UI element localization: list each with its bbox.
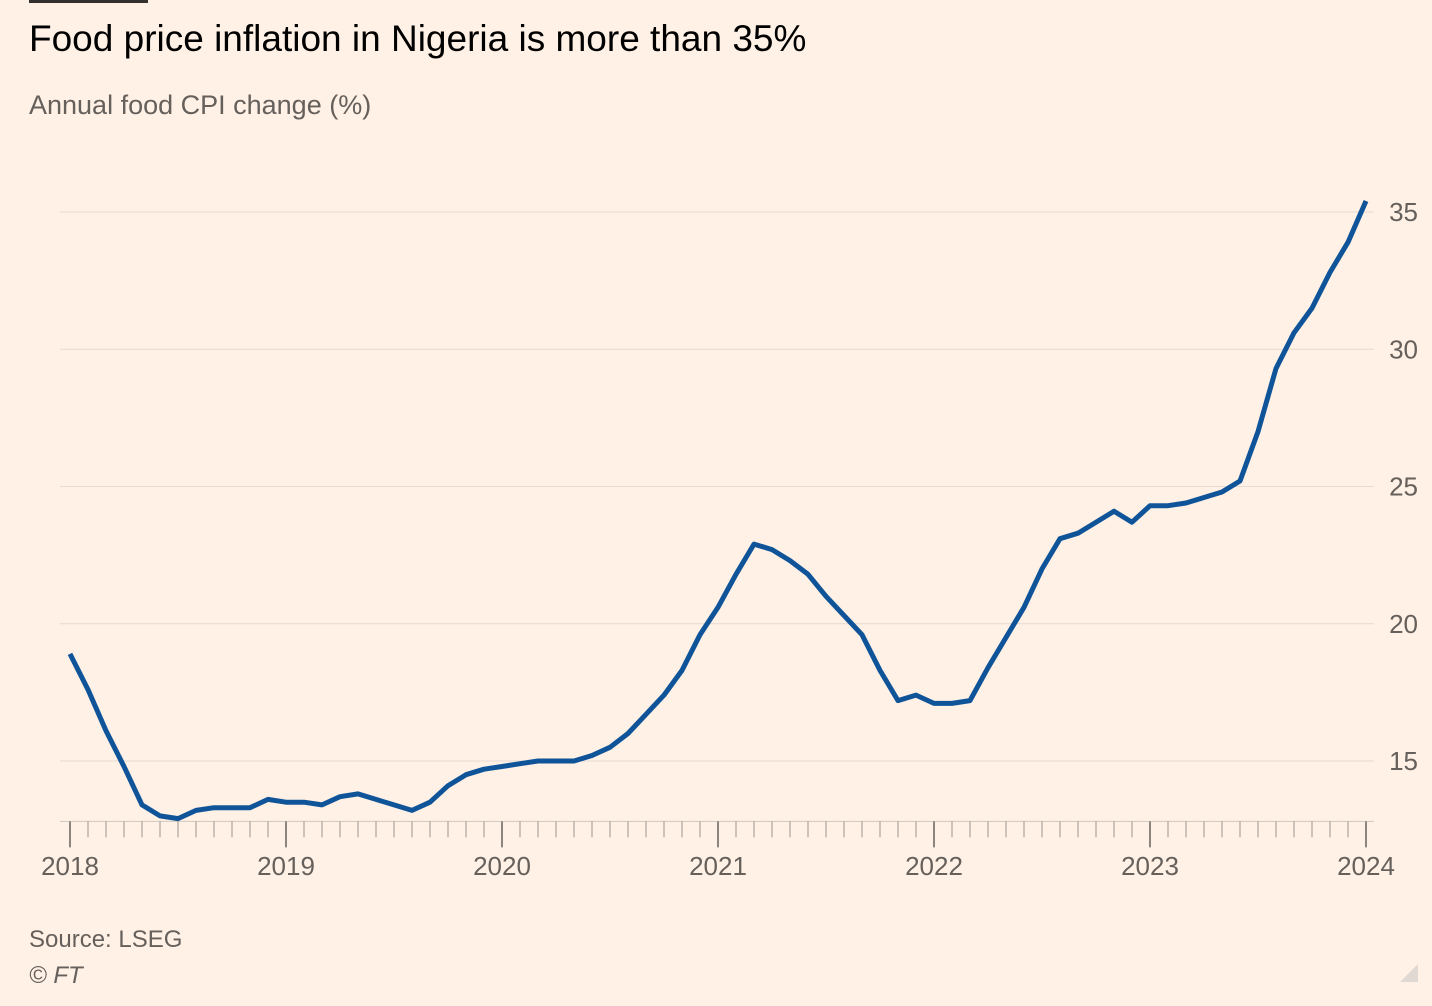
x-tick-label: 2019 (257, 851, 315, 881)
x-tick-label: 2024 (1337, 851, 1395, 881)
y-tick-label: 30 (1389, 334, 1418, 364)
top-rule (29, 0, 148, 3)
x-tick-label: 2020 (473, 851, 531, 881)
source-note: Source: LSEG (29, 926, 183, 953)
x-axis-labels: 2018 2019 2020 2021 2022 2023 2024 (41, 851, 1395, 881)
series-layer (67, 199, 1369, 822)
resize-handle-icon[interactable] (1400, 964, 1418, 982)
x-tick-label: 2021 (689, 851, 747, 881)
x-tick-label: 2023 (1121, 851, 1179, 881)
y-axis-labels: 15 20 25 30 35 (1389, 197, 1418, 776)
gridlines (60, 211, 1374, 762)
x-tick-label: 2022 (905, 851, 963, 881)
y-tick-label: 25 (1389, 472, 1418, 502)
chart-title: Food price inflation in Nigeria is more … (29, 18, 807, 59)
copyright-note: © FT (29, 962, 83, 989)
chart-subtitle: Annual food CPI change (%) (29, 90, 372, 120)
series-line (67, 199, 1369, 822)
x-axis (60, 820, 1374, 848)
y-tick-label: 15 (1389, 746, 1418, 776)
x-tick-label: 2018 (41, 851, 99, 881)
y-tick-label: 20 (1389, 609, 1418, 639)
y-tick-label: 35 (1389, 197, 1418, 227)
